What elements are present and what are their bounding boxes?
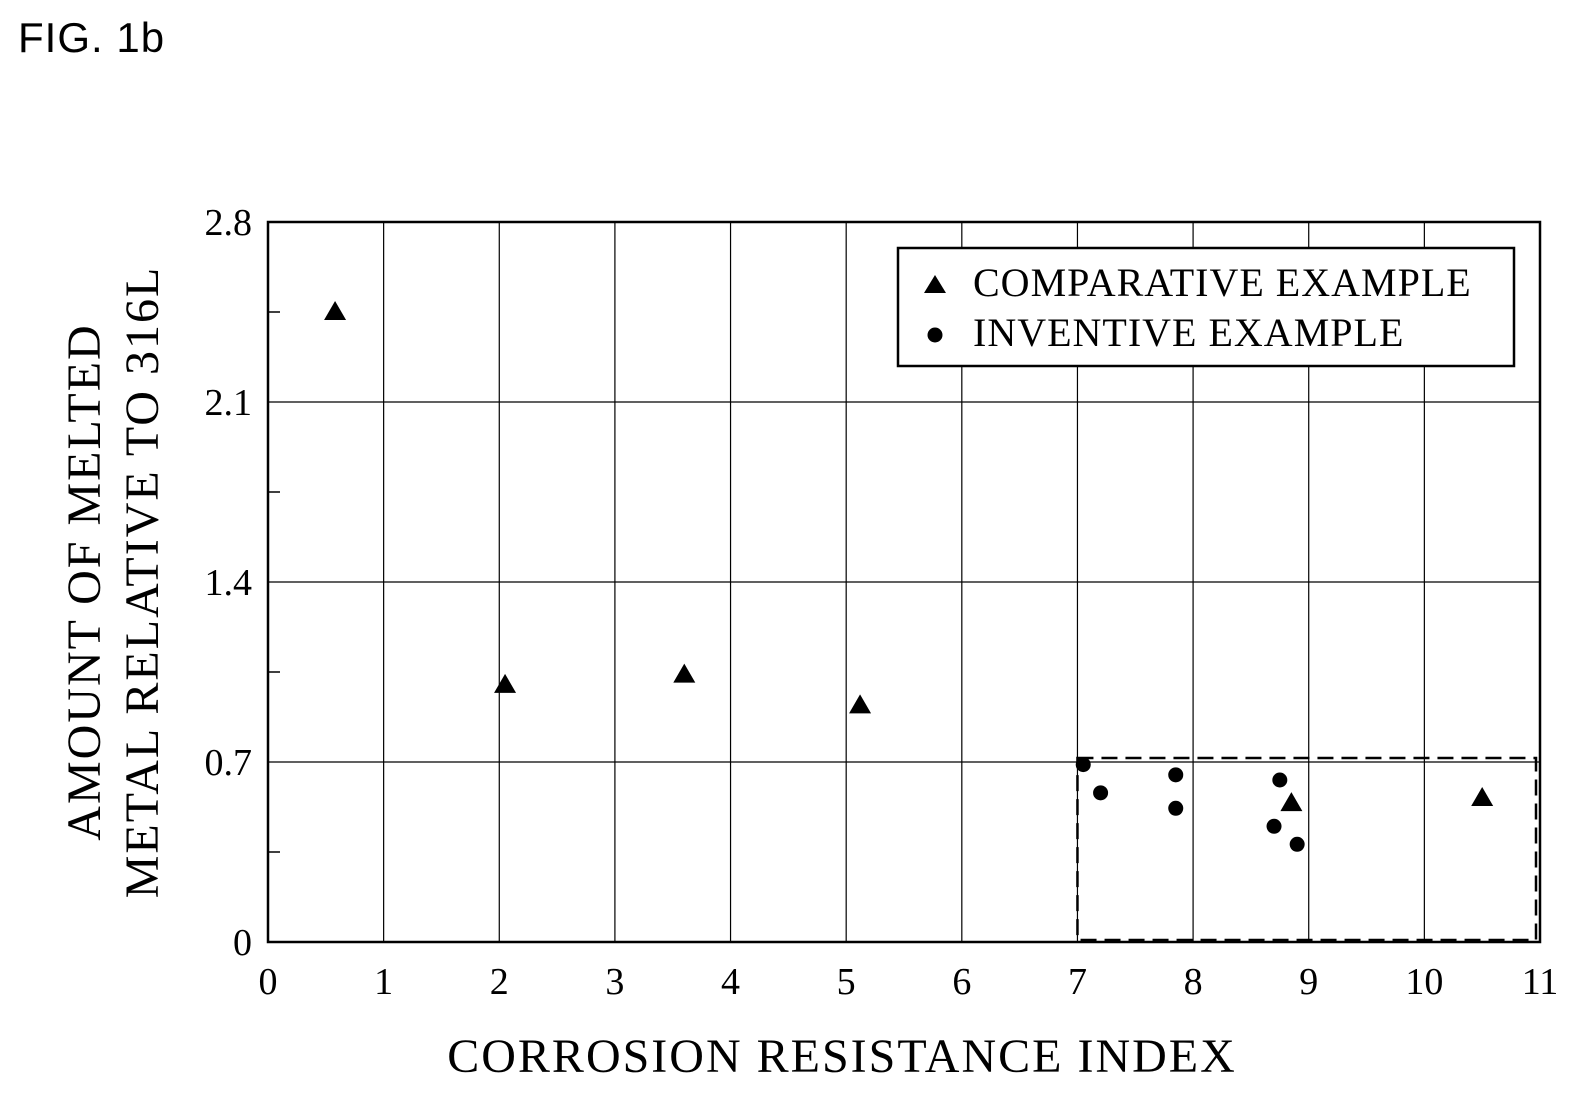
inventive-example-point xyxy=(1075,757,1091,773)
inventive-example-point xyxy=(1168,800,1184,816)
x-tick-label: 2 xyxy=(490,961,509,1003)
legend: COMPARATIVE EXAMPLE INVENTIVE EXAMPLE xyxy=(896,246,1516,368)
y-tick-label: 2.8 xyxy=(205,202,253,244)
comparative-example-point xyxy=(849,694,872,714)
x-tick-label: 0 xyxy=(259,961,278,1003)
x-tick-label: 1 xyxy=(374,961,393,1003)
x-tick-label: 7 xyxy=(1068,961,1087,1003)
comparative-example-point xyxy=(1471,787,1494,806)
comparative-example-point xyxy=(673,663,696,683)
legend-box xyxy=(896,246,1516,368)
x-tick-label: 6 xyxy=(952,961,971,1003)
y-axis-title-line-1: AMOUNT OF MELTED xyxy=(58,323,111,840)
x-tick-label: 11 xyxy=(1522,961,1559,1003)
y-tick-label: 2.1 xyxy=(205,382,253,424)
comparative-example-point xyxy=(324,301,347,320)
x-tick-label: 9 xyxy=(1299,961,1318,1003)
legend-triangle-marker xyxy=(924,275,946,293)
x-tick-label: 10 xyxy=(1405,961,1443,1003)
inventive-example-point xyxy=(1289,836,1305,852)
y-tick-labels: 0 0.7 1.4 2.1 2.8 xyxy=(205,202,253,964)
inventive-example-point xyxy=(1168,767,1184,783)
x-tick-label: 5 xyxy=(837,961,856,1003)
x-tick-label: 3 xyxy=(605,961,624,1003)
x-tick-label: 8 xyxy=(1184,961,1203,1003)
plot-frame xyxy=(266,220,1542,944)
x-tick-labels: 0 1 2 3 4 5 6 7 8 9 10 11 xyxy=(259,961,1559,1003)
inventive-example-point xyxy=(1266,818,1282,834)
y-tick-label: 0 xyxy=(233,922,252,964)
legend-circle-marker xyxy=(927,327,943,343)
legend-label-inventive: INVENTIVE EXAMPLE xyxy=(973,310,1404,355)
y-tick-label: 0.7 xyxy=(205,742,253,784)
x-axis-title: CORROSION RESISTANCE INDEX xyxy=(447,1030,1237,1083)
x-tick-label: 4 xyxy=(721,961,740,1003)
comparative-example-point xyxy=(1280,792,1303,812)
target-region-box xyxy=(1076,756,1538,942)
figure-label: FIG. 1b xyxy=(18,14,166,61)
legend-label-comparative: COMPARATIVE EXAMPLE xyxy=(973,260,1472,305)
y-tick-label: 1.4 xyxy=(205,562,253,604)
y-axis-title: AMOUNT OF MELTED METAL RELATIVE TO 316L xyxy=(58,266,169,899)
comparative-example-point xyxy=(494,673,517,693)
inventive-example-point xyxy=(1272,772,1288,788)
inventive-example-point xyxy=(1093,785,1109,801)
y-axis-title-line-2: METAL RELATIVE TO 316L xyxy=(116,266,169,899)
data-points xyxy=(324,301,1494,852)
